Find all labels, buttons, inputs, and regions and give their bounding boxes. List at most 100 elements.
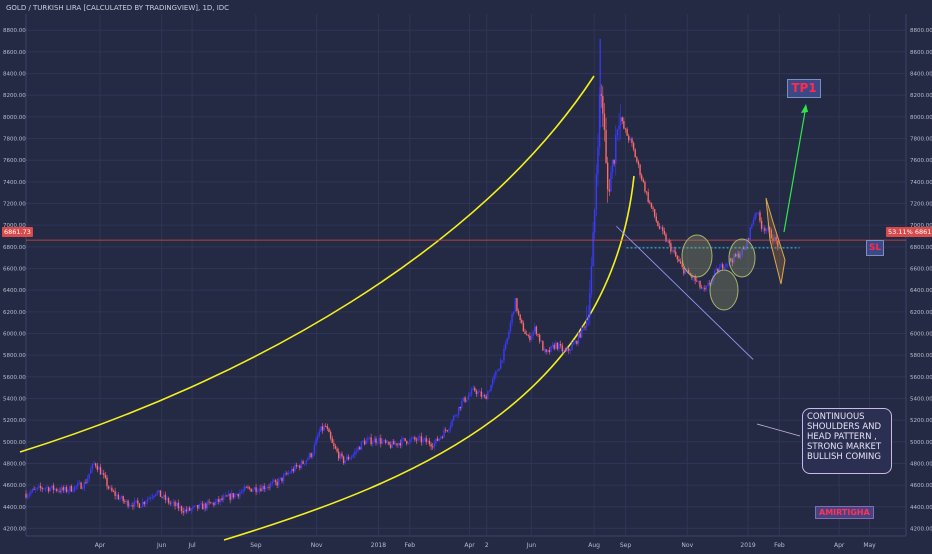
candle-body xyxy=(117,494,120,500)
candle-body xyxy=(146,499,149,502)
candle-body xyxy=(302,461,304,464)
candle-body xyxy=(519,314,521,321)
candle-body xyxy=(200,503,202,505)
candle-body xyxy=(328,428,330,433)
left-tick-label: 7800.00 xyxy=(3,137,26,143)
candle-body xyxy=(70,485,73,492)
candle-body xyxy=(606,162,609,190)
candle-body xyxy=(125,500,128,502)
candle-body xyxy=(295,464,298,467)
candle-body xyxy=(159,490,162,497)
candle-body xyxy=(38,485,40,488)
candle-body xyxy=(51,485,53,489)
candle-body xyxy=(399,442,401,446)
candle-body xyxy=(158,490,160,492)
candle-body xyxy=(111,487,113,492)
candle-body xyxy=(516,298,518,311)
left-tick-label: 5800.00 xyxy=(3,353,26,359)
candle-body xyxy=(75,486,77,487)
candle-body xyxy=(73,486,76,491)
candle-body xyxy=(47,487,50,492)
candle-body xyxy=(613,159,615,164)
candle-body xyxy=(360,441,363,450)
candle-body xyxy=(286,473,288,475)
candle-body xyxy=(480,391,482,397)
candle-body xyxy=(119,498,121,500)
candle-body xyxy=(112,491,115,492)
candle-body xyxy=(665,234,667,242)
candle-body xyxy=(41,487,43,489)
candle-body xyxy=(534,326,536,332)
time-tick-label: Sep xyxy=(620,542,632,549)
candle-body xyxy=(623,121,625,129)
candle-body xyxy=(618,125,620,130)
candle-body xyxy=(686,270,688,271)
pattern-ellipse xyxy=(709,269,739,311)
candle-body xyxy=(522,323,525,332)
candle-body xyxy=(639,164,641,176)
candle-body xyxy=(773,237,776,242)
candle-body xyxy=(132,505,134,507)
candle-body xyxy=(28,493,30,496)
candle-body xyxy=(106,477,108,487)
candle-body xyxy=(558,343,560,350)
candle-body xyxy=(59,490,61,492)
candle-body xyxy=(440,436,442,439)
candle-body xyxy=(551,344,554,346)
candle-body xyxy=(268,487,270,488)
candle-body xyxy=(449,425,452,430)
candle-body xyxy=(169,502,171,504)
candle-body xyxy=(151,497,154,498)
candle-body xyxy=(384,440,387,443)
candle-body xyxy=(487,391,489,400)
candle-body xyxy=(566,348,568,352)
candle-body xyxy=(723,267,726,269)
candle-body xyxy=(738,253,740,258)
candle-body xyxy=(368,437,371,439)
candle-body xyxy=(143,501,145,505)
candle-body xyxy=(310,453,312,457)
candle-body xyxy=(673,250,675,252)
candle-body xyxy=(464,397,466,402)
candle-body xyxy=(535,326,538,335)
candle-body xyxy=(615,134,617,164)
candle-body xyxy=(99,467,102,475)
right-price-axis: 4200.00 4400.00 4600.00 4800.00 5000.00 5200.… xyxy=(910,28,932,532)
candle-body xyxy=(312,454,314,457)
left-tick-label: 5200.00 xyxy=(3,418,26,424)
candle-body xyxy=(767,227,769,230)
candle-body xyxy=(363,440,366,445)
right-tick-label: 4800.00 xyxy=(910,461,932,467)
candle-body xyxy=(141,501,144,508)
time-tick-label: Nov xyxy=(311,542,323,549)
candle-body xyxy=(743,248,745,250)
candle-body xyxy=(756,213,758,214)
candle-body xyxy=(135,500,137,502)
candle-body xyxy=(26,495,29,498)
candle-body xyxy=(67,490,69,492)
candle-body xyxy=(561,345,564,352)
candle-body xyxy=(325,426,327,427)
candle-body xyxy=(346,456,348,461)
candle-body xyxy=(594,209,596,233)
candle-body xyxy=(746,238,748,249)
candle-body xyxy=(650,202,653,208)
candle-body xyxy=(281,477,283,482)
candle-body xyxy=(577,333,580,344)
candle-body xyxy=(660,227,662,229)
candle-body xyxy=(140,507,142,508)
candle-body xyxy=(289,472,291,474)
candle-body xyxy=(548,349,551,353)
candle-body xyxy=(355,450,358,452)
candle-body xyxy=(205,503,207,509)
candle-body xyxy=(370,437,372,445)
time-tick-label: Apr xyxy=(834,542,845,549)
left-tick-label: 4800.00 xyxy=(3,461,26,467)
candle-body xyxy=(443,429,445,438)
right-tick-label: 6400.00 xyxy=(910,288,932,294)
candle-body xyxy=(642,179,645,182)
left-tick-label: 7200.00 xyxy=(3,202,26,208)
candle-body xyxy=(777,241,779,247)
candle-body xyxy=(634,149,636,158)
candle-body xyxy=(524,331,526,334)
